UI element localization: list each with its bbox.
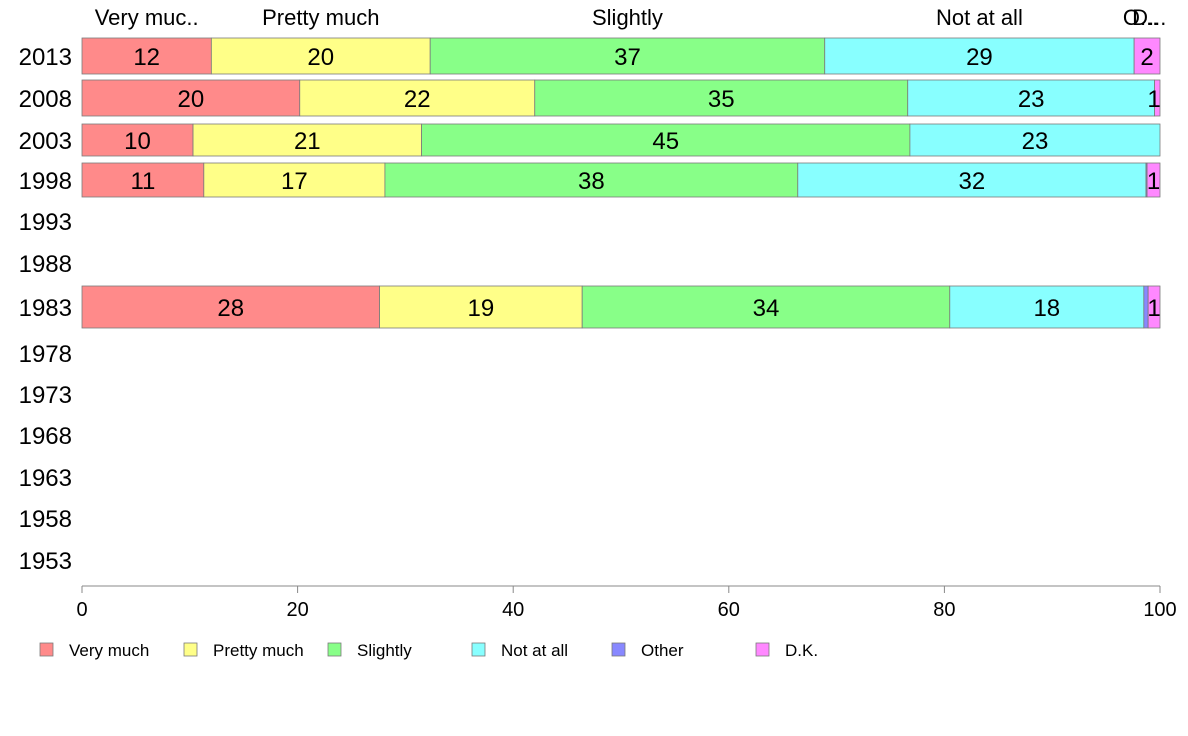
x-axis: 0 20 40 60 80 100 (76, 585, 1177, 621)
bar-2008-pretty-much (299, 79, 536, 117)
legend-swatch-not-at-all (471, 642, 486, 657)
data-label-2003-1: 21 (294, 128, 321, 155)
y-tick-label-1988: 1988 (19, 251, 72, 278)
data-label-2003-3: 23 (1022, 128, 1049, 155)
bar-2003-slightly (421, 123, 911, 157)
data-label-1983-0: 28 (217, 295, 244, 322)
y-tick-label-1958: 1958 (19, 506, 72, 533)
bar-2013-d-k- (1133, 37, 1161, 75)
y-tick-label-1978: 1978 (19, 341, 72, 368)
x-tick-label-0: 0 (76, 599, 87, 621)
bar-2003-pretty-much (192, 123, 422, 157)
x-tick-label-80: 80 (933, 599, 955, 621)
y-tick-label-1953: 1953 (19, 548, 72, 575)
data-label-1998-2: 38 (578, 168, 605, 195)
legend-swatch-very-much (39, 642, 54, 657)
bar-2003-not-at-all (909, 123, 1161, 157)
data-label-2008-0: 20 (178, 86, 205, 113)
header-label-3: Not at all (936, 5, 1023, 30)
x-tick-label-60: 60 (718, 599, 740, 621)
y-tick-label-1993: 1993 (19, 209, 72, 236)
category-header-labels: Very muc.. Pretty much Slightly Not at all O… (95, 5, 1167, 30)
bar-2013-very-much (81, 37, 212, 75)
legend-swatch-pretty-much (183, 642, 198, 657)
y-tick-label-1983: 1983 (19, 295, 72, 322)
y-tick-label-1963: 1963 (19, 465, 72, 492)
bar-2008-not-at-all (907, 79, 1156, 117)
bar-1983-not-at-all (949, 285, 1145, 329)
x-tick-label-20: 20 (286, 599, 308, 621)
data-label-1998-1: 17 (281, 168, 308, 195)
data-label-1983-2: 34 (753, 295, 780, 322)
bar-2013-slightly (429, 37, 826, 75)
y-axis-labels: 2013 2008 2003 1998 1993 1988 1983 1978 1973 1968… (19, 44, 72, 575)
data-label-2013-0: 12 (133, 44, 160, 71)
data-label-2013-1: 20 (307, 44, 334, 71)
bar-1998-not-at-all (797, 162, 1147, 198)
data-label-2008-1: 22 (404, 86, 431, 113)
legend-swatch-d-k- (755, 642, 770, 657)
y-tick-label-2003: 2003 (19, 128, 72, 155)
legend-label-very-much: Very much (69, 641, 149, 660)
legend-label-other: Other (641, 641, 684, 660)
data-label-2008-2: 35 (708, 86, 735, 113)
bar-1983-very-much (81, 285, 380, 329)
y-tick-label-1973: 1973 (19, 382, 72, 409)
data-label-1983-1: 19 (468, 295, 495, 322)
data-label-2003-2: 45 (652, 128, 679, 155)
y-tick-label-2008: 2008 (19, 86, 72, 113)
data-label-2013-5: 2 (1140, 44, 1153, 71)
bar-2008-slightly (534, 79, 909, 117)
data-label-1983-5: 1 (1147, 295, 1160, 322)
y-tick-label-1998: 1998 (19, 168, 72, 195)
bar-2008-very-much (81, 79, 301, 117)
data-label-2003-0: 10 (124, 128, 151, 155)
bar-2013-pretty-much (210, 37, 431, 75)
legend-swatch-other (611, 642, 626, 657)
data-label-2013-3: 29 (966, 44, 993, 71)
bar-1983-slightly (581, 285, 951, 329)
data-label-1998-0: 11 (130, 168, 155, 195)
bar-1983-pretty-much (379, 285, 583, 329)
bar-2003-very-much (81, 123, 194, 157)
x-tick-label-40: 40 (502, 599, 524, 621)
bar-1998-d-k- (1146, 162, 1161, 198)
data-label-2008-3: 23 (1018, 86, 1045, 113)
legend-label-pretty-much: Pretty much (213, 641, 304, 660)
y-tick-label-1968: 1968 (19, 423, 72, 450)
header-label-5: D... (1132, 5, 1166, 30)
legend-label-d-k-: D.K. (785, 641, 818, 660)
bars: 12 20 37 29 2 20 22 35 23 1 10 21 45 23 11 17 38 32 1 28 19 3… (81, 37, 1161, 329)
bar-2013-not-at-all (824, 37, 1135, 75)
data-label-1998-3: 32 (959, 168, 986, 195)
data-label-1998-5: 1 (1147, 168, 1160, 195)
bar-1998-pretty-much (203, 162, 386, 198)
bar-1998-very-much (81, 162, 205, 198)
legend: Very much Pretty much Slightly Not at all Ot… (39, 641, 818, 660)
x-tick-label-100: 100 (1143, 599, 1176, 621)
data-label-2013-2: 37 (614, 44, 641, 71)
y-tick-label-2013: 2013 (19, 44, 72, 71)
bar-2008-d-k- (1154, 79, 1161, 117)
data-label-1983-3: 18 (1033, 295, 1060, 322)
data-label-2008-5: 1 (1147, 86, 1160, 113)
header-label-1: Pretty much (262, 5, 379, 30)
legend-swatch-slightly (327, 642, 342, 657)
header-label-0: Very muc.. (95, 5, 199, 30)
bar-1983-d-k- (1147, 285, 1161, 329)
legend-label-not-at-all: Not at all (501, 641, 568, 660)
bar-1998-slightly (384, 162, 799, 198)
header-label-2: Slightly (592, 5, 663, 30)
legend-label-slightly: Slightly (357, 641, 412, 660)
header-label-4: O... (1123, 5, 1158, 30)
